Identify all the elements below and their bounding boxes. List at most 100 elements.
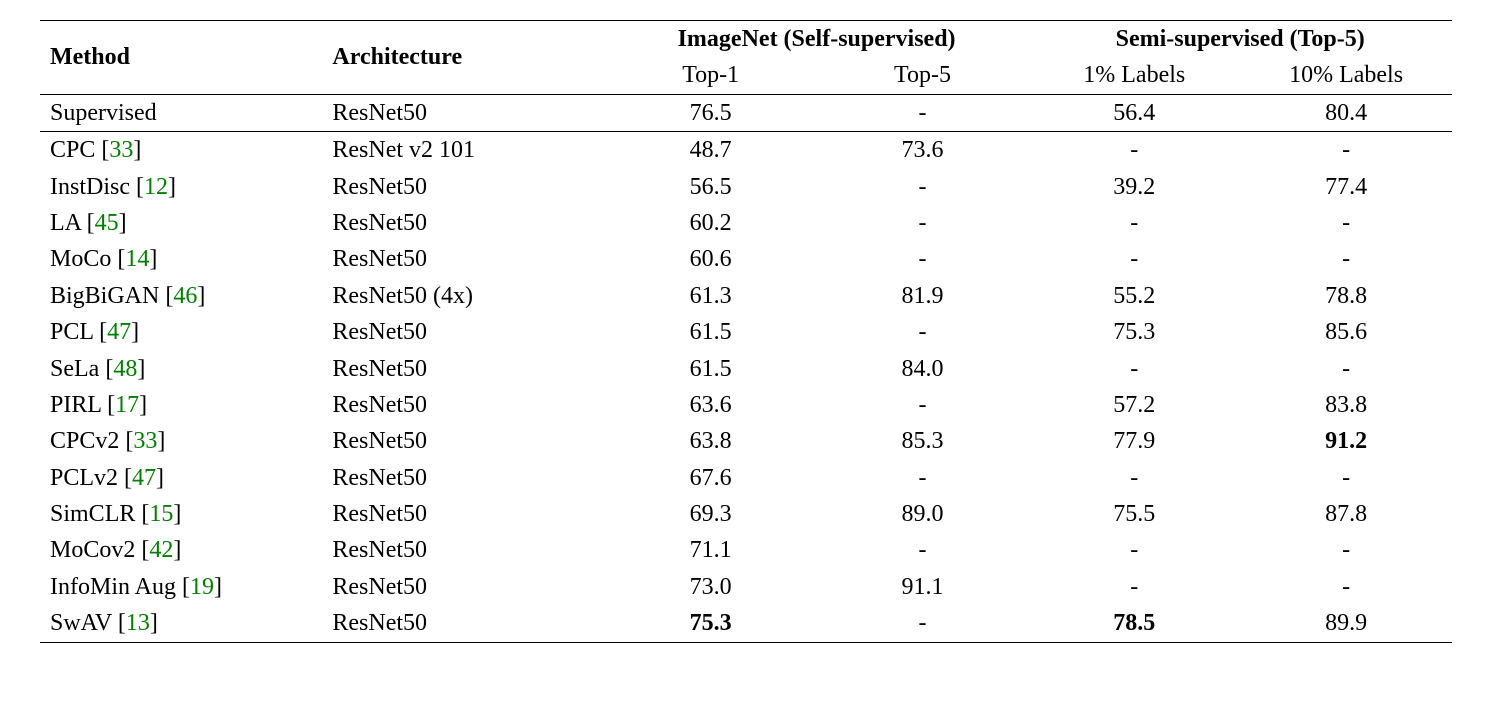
cite-number[interactable]: 14 <box>125 246 149 272</box>
table-row: SupervisedResNet5076.5-56.480.4 <box>40 94 1452 131</box>
cite-close-bracket: ] <box>137 356 145 382</box>
cell-architecture: ResNet50 <box>322 423 604 459</box>
cell-architecture: ResNet50 <box>322 241 604 277</box>
cite-open-bracket: [ <box>136 174 144 200</box>
cell-top1: 67.6 <box>605 460 817 496</box>
table-row: CPCv2 [33]ResNet5063.885.377.991.2 <box>40 423 1452 459</box>
method-name: PCL <box>50 319 93 345</box>
cell-method: SeLa [48] <box>40 351 322 387</box>
method-name: CPC <box>50 137 95 163</box>
cell-top1: 60.6 <box>605 241 817 277</box>
method-name: InstDisc <box>50 174 130 200</box>
cell-labels-10pct: 89.9 <box>1240 605 1452 642</box>
cell-architecture: ResNet50 <box>322 496 604 532</box>
cell-labels-10pct: - <box>1240 205 1452 241</box>
cell-top1: 76.5 <box>605 94 817 131</box>
cite-number[interactable]: 13 <box>126 610 150 636</box>
cell-method: InfoMin Aug [19] <box>40 569 322 605</box>
cell-method: CPCv2 [33] <box>40 423 322 459</box>
cite-close-bracket: ] <box>156 465 164 491</box>
cite-close-bracket: ] <box>119 210 127 236</box>
cell-top5: 89.0 <box>817 496 1029 532</box>
cell-top1: 60.2 <box>605 205 817 241</box>
cite-close-bracket: ] <box>197 283 205 309</box>
cell-labels-1pct: - <box>1028 205 1240 241</box>
cell-method: CPC [33] <box>40 132 322 169</box>
cite-number[interactable]: 33 <box>133 428 157 454</box>
cell-top1: 61.3 <box>605 278 817 314</box>
header-imagenet-group: ImageNet (Self-supervised) <box>605 21 1029 58</box>
cite-open-bracket: [ <box>182 574 190 600</box>
cell-labels-1pct: 75.5 <box>1028 496 1240 532</box>
cell-labels-1pct: - <box>1028 351 1240 387</box>
cell-architecture: ResNet50 <box>322 94 604 131</box>
table-row: PCL [47]ResNet5061.5-75.385.6 <box>40 314 1452 350</box>
method-name: CPCv2 <box>50 428 119 454</box>
header-architecture: Architecture <box>322 21 604 95</box>
cell-labels-10pct: - <box>1240 460 1452 496</box>
cite-close-bracket: ] <box>173 501 181 527</box>
cell-labels-1pct: - <box>1028 132 1240 169</box>
cite-number[interactable]: 17 <box>115 392 139 418</box>
cite-open-bracket: [ <box>118 610 126 636</box>
cell-labels-1pct: - <box>1028 569 1240 605</box>
cell-top1: 61.5 <box>605 314 817 350</box>
cell-top1: 61.5 <box>605 351 817 387</box>
cite-open-bracket: [ <box>99 319 107 345</box>
cell-method: BigBiGAN [46] <box>40 278 322 314</box>
cell-top5: - <box>817 532 1029 568</box>
cite-number[interactable]: 45 <box>95 210 119 236</box>
cite-close-bracket: ] <box>131 319 139 345</box>
table-row: SwAV [13]ResNet5075.3-78.589.9 <box>40 605 1452 642</box>
cell-top5: 73.6 <box>817 132 1029 169</box>
cell-top1: 63.6 <box>605 387 817 423</box>
cite-number[interactable]: 19 <box>190 574 214 600</box>
cell-method: SimCLR [15] <box>40 496 322 532</box>
cite-number[interactable]: 12 <box>144 174 168 200</box>
cell-architecture: ResNet50 <box>322 351 604 387</box>
cell-architecture: ResNet50 <box>322 569 604 605</box>
cell-labels-10pct: 91.2 <box>1240 423 1452 459</box>
header-method: Method <box>40 21 322 95</box>
cell-labels-1pct: 75.3 <box>1028 314 1240 350</box>
cell-top5: - <box>817 387 1029 423</box>
header-labels-1pct: 1% Labels <box>1028 57 1240 94</box>
cite-number[interactable]: 42 <box>149 537 173 563</box>
table-row: MoCo [14]ResNet5060.6--- <box>40 241 1452 277</box>
cite-number[interactable]: 15 <box>149 501 173 527</box>
results-table: Method Architecture ImageNet (Self-super… <box>40 20 1452 643</box>
table-body: SupervisedResNet5076.5-56.480.4CPC [33]R… <box>40 94 1452 642</box>
cell-labels-10pct: - <box>1240 532 1452 568</box>
cite-close-bracket: ] <box>168 174 176 200</box>
cell-labels-10pct: - <box>1240 569 1452 605</box>
cell-top1: 56.5 <box>605 169 817 205</box>
cite-number[interactable]: 48 <box>113 356 137 382</box>
cell-top5: 85.3 <box>817 423 1029 459</box>
cell-labels-10pct: 87.8 <box>1240 496 1452 532</box>
cell-labels-1pct: 39.2 <box>1028 169 1240 205</box>
cell-top5: 81.9 <box>817 278 1029 314</box>
table-row: SeLa [48]ResNet5061.584.0-- <box>40 351 1452 387</box>
cell-top5: - <box>817 314 1029 350</box>
cell-architecture: ResNet50 (4x) <box>322 278 604 314</box>
method-name: Supervised <box>50 100 157 126</box>
method-name: SwAV <box>50 610 112 636</box>
method-name: InfoMin Aug <box>50 574 176 600</box>
cite-number[interactable]: 47 <box>132 465 156 491</box>
cell-top5: - <box>817 205 1029 241</box>
cell-architecture: ResNet50 <box>322 314 604 350</box>
cell-top5: 91.1 <box>817 569 1029 605</box>
method-name: MoCo <box>50 246 111 272</box>
cite-number[interactable]: 46 <box>173 283 197 309</box>
cell-architecture: ResNet50 <box>322 605 604 642</box>
results-table-container: Method Architecture ImageNet (Self-super… <box>0 0 1492 663</box>
cite-number[interactable]: 33 <box>109 137 133 163</box>
cell-labels-1pct: - <box>1028 532 1240 568</box>
cite-number[interactable]: 47 <box>107 319 131 345</box>
method-name: PIRL <box>50 392 101 418</box>
cell-method: PCL [47] <box>40 314 322 350</box>
cell-architecture: ResNet50 <box>322 169 604 205</box>
method-name: PCLv2 <box>50 465 118 491</box>
cell-top1: 73.0 <box>605 569 817 605</box>
table-row: LA [45]ResNet5060.2--- <box>40 205 1452 241</box>
